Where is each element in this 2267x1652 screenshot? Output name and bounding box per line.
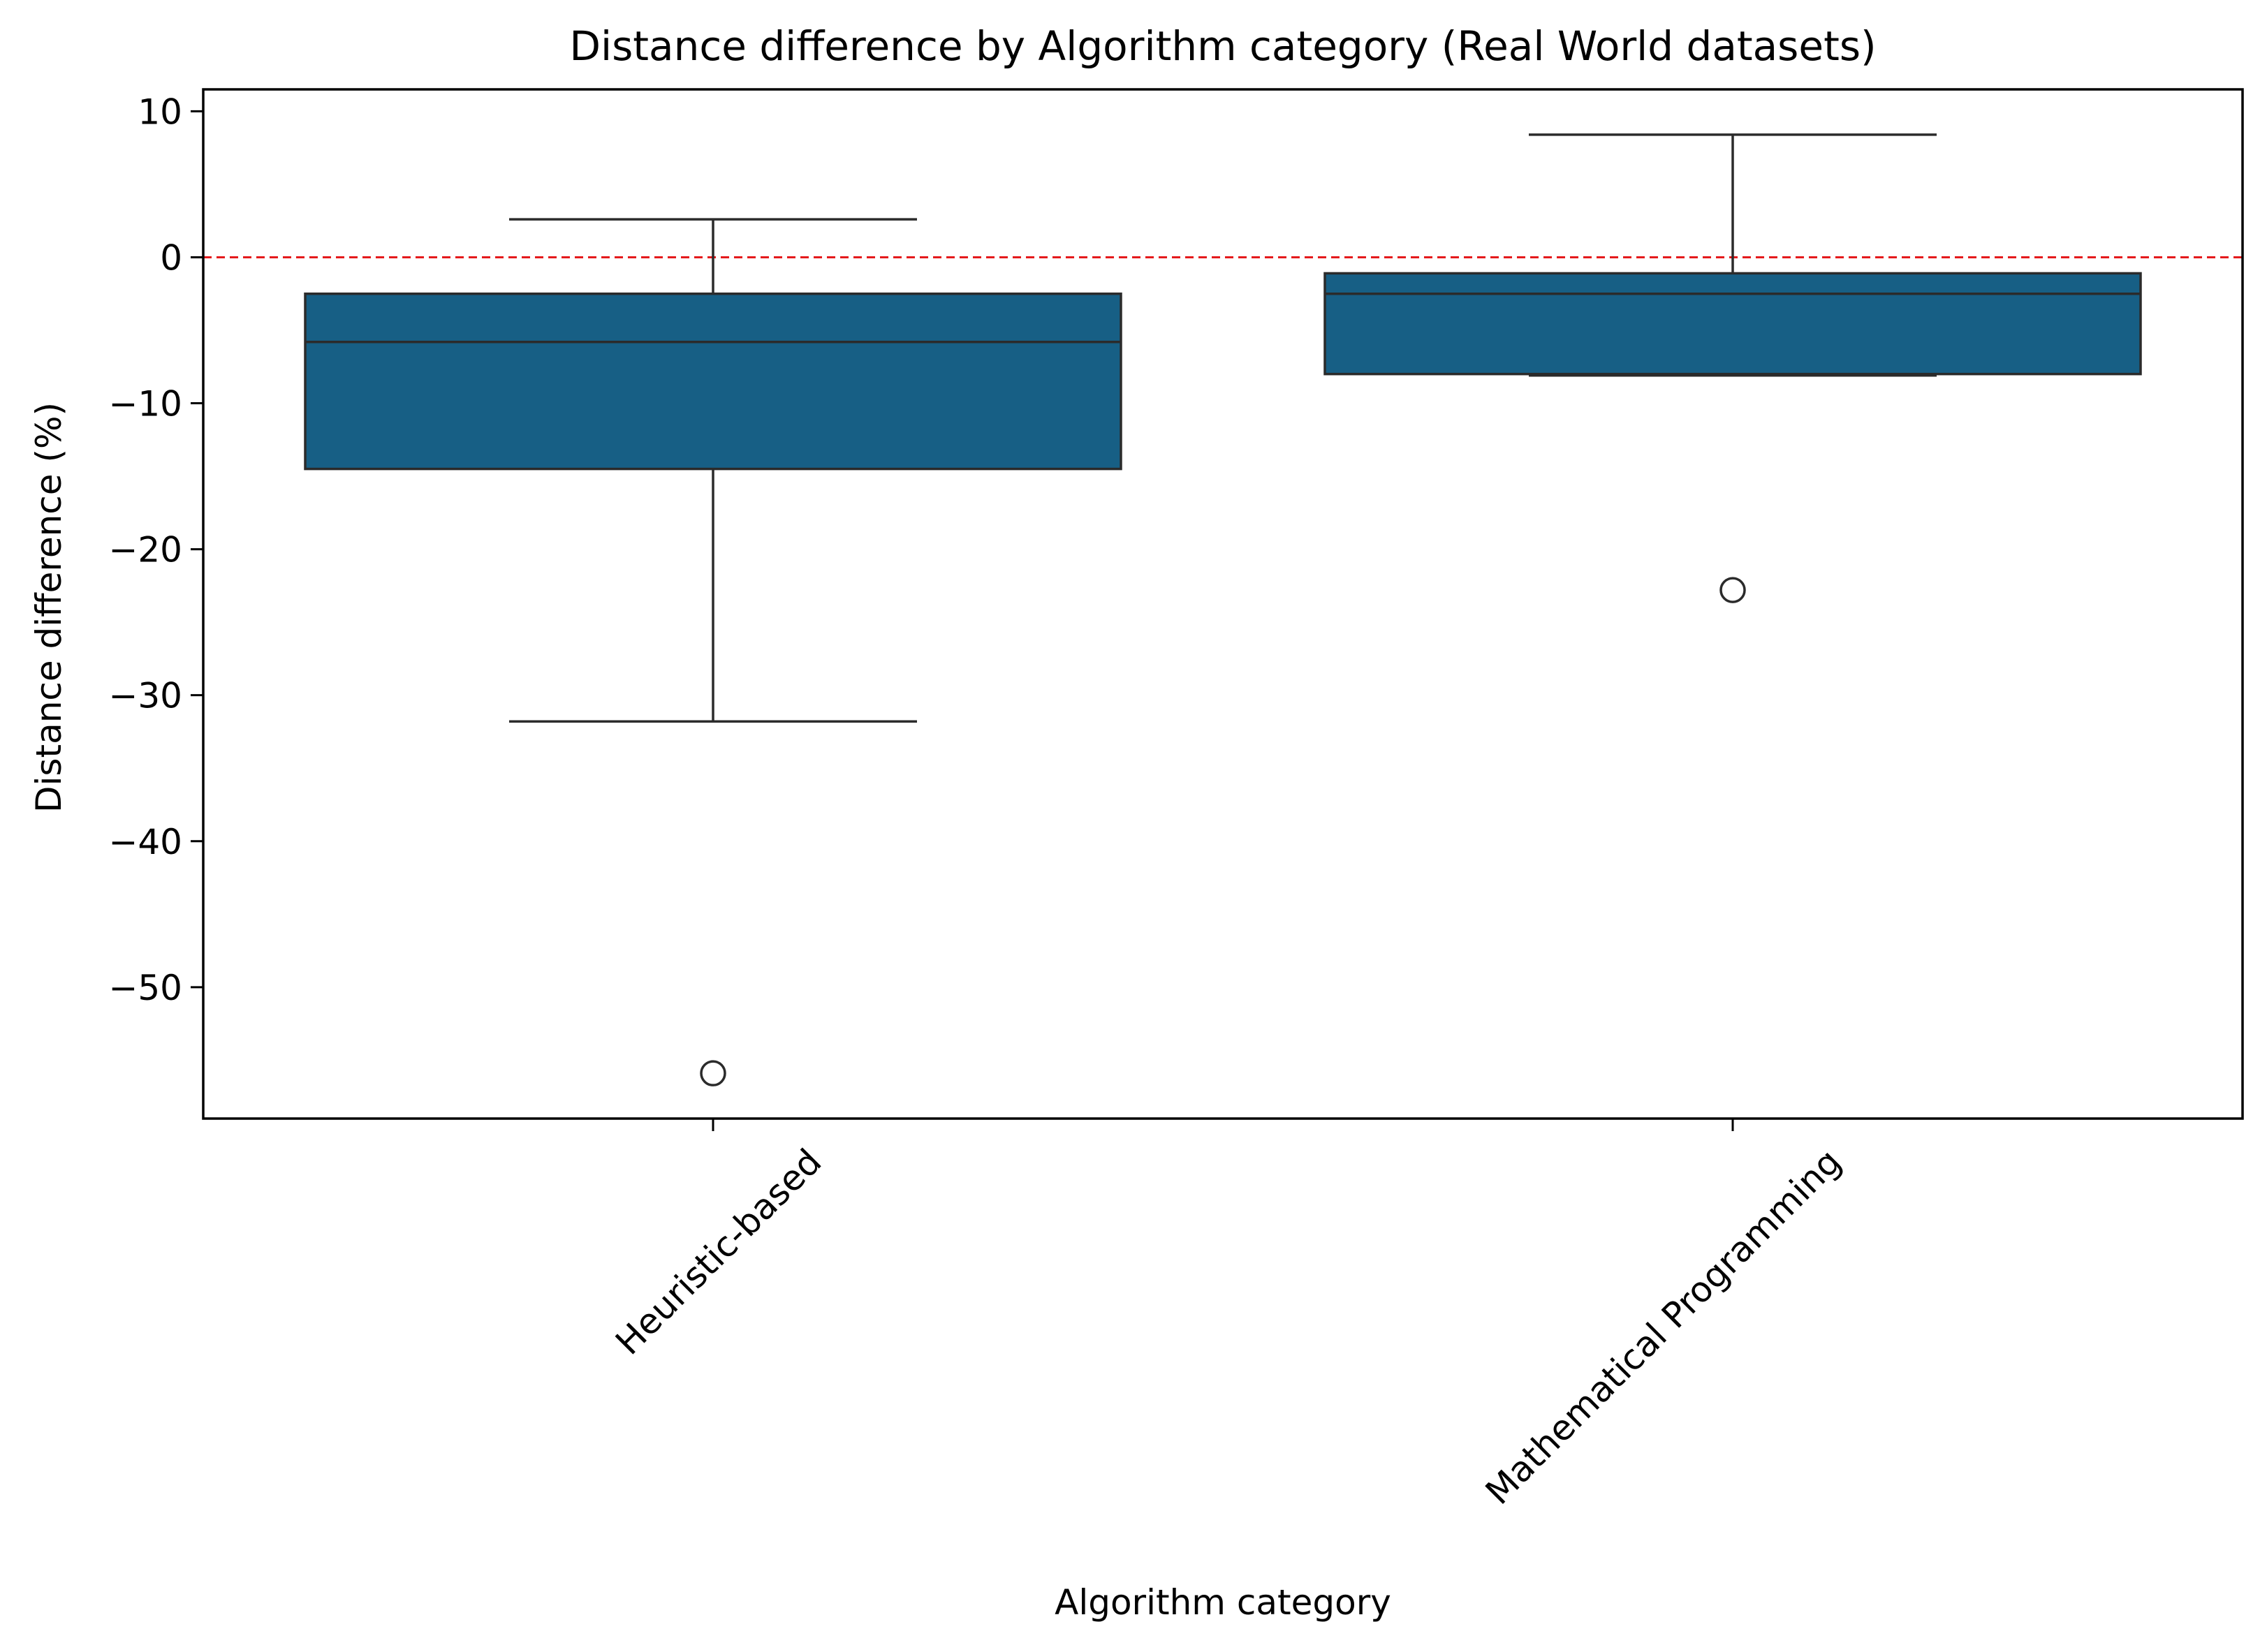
x-tick-label: Heuristic-based <box>608 1141 829 1362</box>
x-tick-label: Mathematical Programming <box>1478 1141 1849 1512</box>
iqr-box <box>304 292 1122 471</box>
plot-frame <box>202 88 2244 1120</box>
y-tick-label: 0 <box>160 237 182 278</box>
y-tick-label: −30 <box>108 676 182 716</box>
y-tick-label: −40 <box>108 822 182 862</box>
outlier-point <box>700 1060 726 1086</box>
y-tick-label: −20 <box>108 530 182 570</box>
x-axis-label: Algorithm category <box>1055 1582 1391 1623</box>
y-tick-label: 10 <box>138 91 182 132</box>
y-tick-label: −50 <box>108 968 182 1008</box>
plot-area: 10 0 −10 −20 −30 −40 −50 Heuristic-based Mathema… <box>108 88 2244 1512</box>
iqr-box <box>1323 272 2142 376</box>
y-axis-label: Distance difference (%) <box>29 402 69 813</box>
y-tick-label: −10 <box>108 384 182 425</box>
chart-title: Distance difference by Algorithm categor… <box>569 22 1876 70</box>
outlier-point <box>1719 577 1746 603</box>
